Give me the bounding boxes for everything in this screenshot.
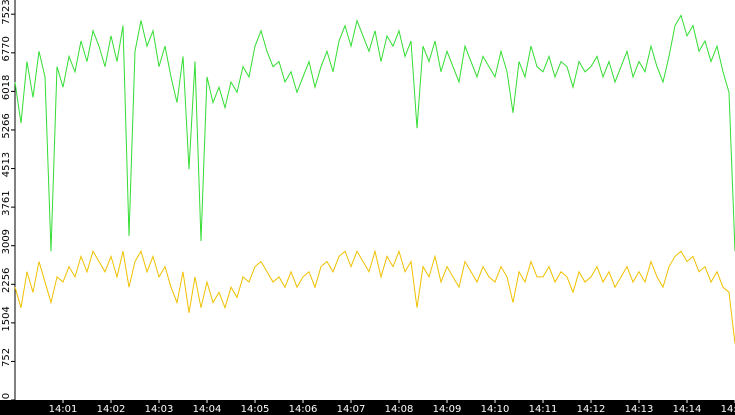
y-tick-label: 6770 — [1, 36, 12, 61]
x-tick-label: 14:07 — [337, 404, 366, 415]
x-tick-label: 14:12 — [577, 404, 606, 415]
x-tick-label: 14:04 — [193, 404, 222, 415]
x-tick-label: 14:02 — [97, 404, 126, 415]
x-tick-label: 14:15 — [721, 404, 735, 415]
y-tick-label: 6018 — [1, 75, 12, 100]
x-tick-label: 14:13 — [625, 404, 654, 415]
x-tick-label: 14:01 — [49, 404, 78, 415]
y-tick-label: 3009 — [1, 229, 12, 254]
x-tick-label: 14:06 — [289, 404, 318, 415]
y-tick-label: 0 — [1, 393, 12, 399]
x-axis-band — [0, 400, 735, 415]
y-tick-label: 1504 — [1, 306, 12, 331]
y-tick-label: 752 — [1, 348, 12, 367]
y-tick-label: 4513 — [1, 152, 12, 177]
y-tick-label: 5266 — [1, 113, 12, 138]
y-tick-label: 7523 — [1, 0, 12, 25]
x-tick-label: 14:03 — [145, 404, 174, 415]
series-line — [14, 14, 735, 252]
x-tick-label: 14:09 — [433, 404, 462, 415]
x-tick-label: 14:14 — [673, 404, 702, 415]
x-tick-label: 14:08 — [385, 404, 414, 415]
y-tick-label: 3761 — [1, 190, 12, 215]
x-tick-label: 14:11 — [529, 404, 558, 415]
y-tick-label: 2256 — [1, 268, 12, 293]
series-line — [14, 249, 735, 344]
x-tick-label: 14:05 — [241, 404, 270, 415]
x-tick-label: 14:10 — [481, 404, 510, 415]
